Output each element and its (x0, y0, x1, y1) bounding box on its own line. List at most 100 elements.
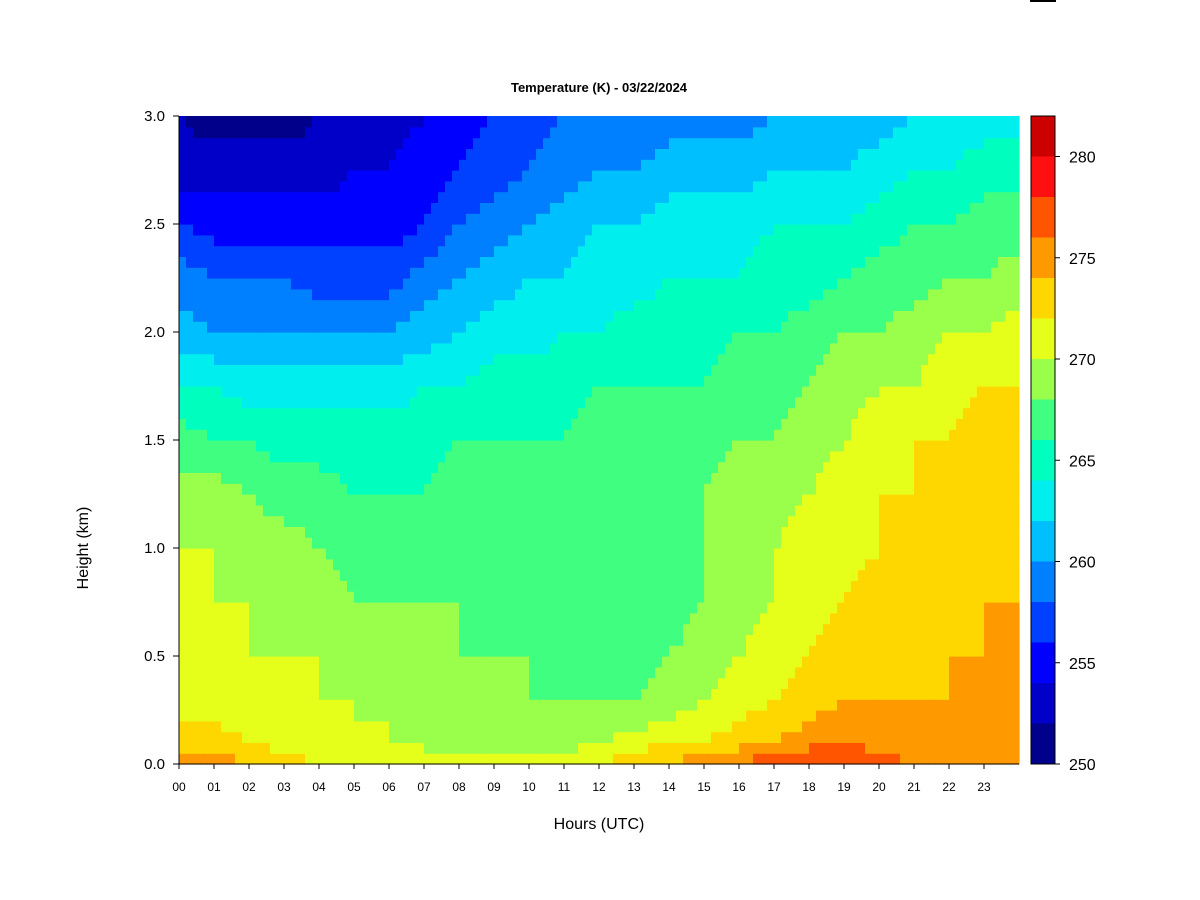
heatmap-cell (970, 396, 978, 409)
heatmap-cell (641, 591, 649, 603)
heatmap-cell (207, 666, 215, 679)
heatmap-cell (354, 645, 362, 657)
heatmap-cell (592, 461, 600, 473)
heatmap-cell (340, 753, 348, 765)
heatmap-cell (704, 472, 712, 484)
heatmap-cell (893, 321, 901, 333)
heatmap-cell (697, 688, 705, 700)
heatmap-cell (452, 731, 460, 743)
heatmap-cell (221, 558, 229, 571)
heatmap-cell (389, 742, 397, 754)
heatmap-cell (767, 407, 775, 419)
heatmap-cell (879, 623, 887, 635)
heatmap-cell (473, 407, 481, 419)
heatmap-cell (291, 407, 299, 419)
heatmap-cell (886, 731, 894, 743)
heatmap-cell (823, 515, 831, 527)
heatmap-cell (914, 602, 922, 614)
heatmap-cell (466, 580, 474, 592)
heatmap-cell (578, 602, 586, 614)
heatmap-cell (214, 375, 222, 387)
heatmap-cell (844, 569, 852, 581)
heatmap-cell (984, 753, 992, 765)
heatmap-cell (655, 429, 663, 441)
heatmap-cell (459, 602, 467, 614)
heatmap-cell (249, 645, 257, 657)
heatmap-cell (466, 386, 474, 398)
heatmap-cell (620, 580, 628, 592)
heatmap-cell (277, 353, 285, 365)
heatmap-cell (592, 537, 600, 549)
heatmap-cell (312, 332, 320, 344)
heatmap-cell (970, 753, 978, 765)
heatmap-cell (627, 342, 635, 355)
heatmap-cell (487, 321, 495, 333)
heatmap-cell (648, 602, 656, 614)
heatmap-cell (984, 407, 992, 419)
heatmap-cell (844, 483, 852, 495)
heatmap-cell (788, 731, 796, 743)
heatmap-cell (592, 569, 600, 581)
heatmap-cell (655, 753, 663, 765)
heatmap-cell (529, 407, 537, 419)
heatmap-cell (921, 623, 929, 635)
heatmap-cell (515, 494, 523, 506)
heatmap-cell (1012, 699, 1020, 711)
heatmap-cell (844, 396, 852, 409)
heatmap-cell (585, 634, 593, 646)
heatmap-cell (963, 526, 971, 538)
heatmap-cell (438, 429, 446, 441)
heatmap-cell (480, 656, 488, 668)
heatmap-cell (949, 558, 957, 571)
heatmap-cell (333, 504, 341, 517)
heatmap-cell (872, 602, 880, 614)
heatmap-cell (340, 483, 348, 495)
heatmap-cell (333, 440, 341, 452)
heatmap-cell (697, 375, 705, 387)
heatmap-cell (585, 666, 593, 679)
heatmap-cell (319, 375, 327, 387)
heatmap-cell (585, 429, 593, 441)
heatmap-cell (963, 418, 971, 430)
heatmap-cell (753, 591, 761, 603)
heatmap-cell (816, 321, 824, 333)
heatmap-cell (900, 364, 908, 376)
heatmap-cell (319, 645, 327, 657)
heatmap-cell (984, 386, 992, 398)
heatmap-cell (739, 602, 747, 614)
heatmap-cell (445, 310, 453, 322)
heatmap-cell (585, 461, 593, 473)
heatmap-cell (690, 375, 698, 387)
heatmap-cell (417, 407, 425, 419)
heatmap-cell (669, 321, 677, 333)
heatmap-cell (361, 440, 369, 452)
heatmap-cell (193, 742, 201, 754)
heatmap-cell (746, 526, 754, 538)
heatmap-cell (543, 558, 551, 571)
heatmap-cell (949, 699, 957, 711)
heatmap-cell (417, 515, 425, 527)
heatmap-cell (417, 342, 425, 355)
heatmap-cell (368, 677, 376, 689)
heatmap-cell (795, 321, 803, 333)
heatmap-cell (669, 699, 677, 711)
heatmap-cell (704, 461, 712, 473)
heatmap-cell (942, 504, 950, 517)
heatmap-cell (179, 569, 187, 581)
heatmap-cell (319, 407, 327, 419)
heatmap-cell (368, 342, 376, 355)
heatmap-cell (634, 656, 642, 668)
heatmap-cell (592, 321, 600, 333)
heatmap-cell (473, 461, 481, 473)
heatmap-cell (214, 753, 222, 765)
heatmap-cell (606, 591, 614, 603)
heatmap-cell (963, 677, 971, 689)
heatmap-cell (228, 472, 236, 484)
heatmap-cell (396, 580, 404, 592)
heatmap-cell (837, 612, 845, 625)
heatmap-cell (795, 515, 803, 527)
heatmap-cell (228, 526, 236, 538)
heatmap-cell (466, 753, 474, 765)
heatmap-cell (683, 342, 691, 355)
heatmap-cell (802, 634, 810, 646)
